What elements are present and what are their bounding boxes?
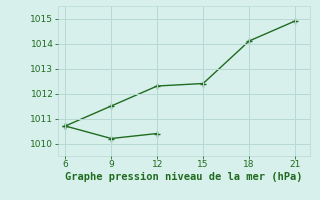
- X-axis label: Graphe pression niveau de la mer (hPa): Graphe pression niveau de la mer (hPa): [65, 172, 303, 182]
